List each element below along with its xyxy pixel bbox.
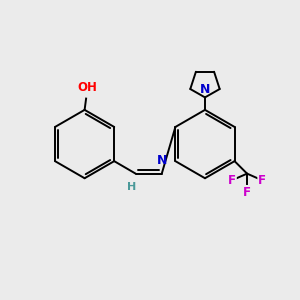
Text: N: N: [157, 154, 167, 167]
Text: F: F: [228, 174, 236, 187]
Text: F: F: [243, 186, 251, 199]
Text: N: N: [200, 82, 210, 96]
Text: OH: OH: [77, 80, 97, 94]
Text: F: F: [258, 174, 266, 187]
Text: H: H: [128, 182, 137, 192]
